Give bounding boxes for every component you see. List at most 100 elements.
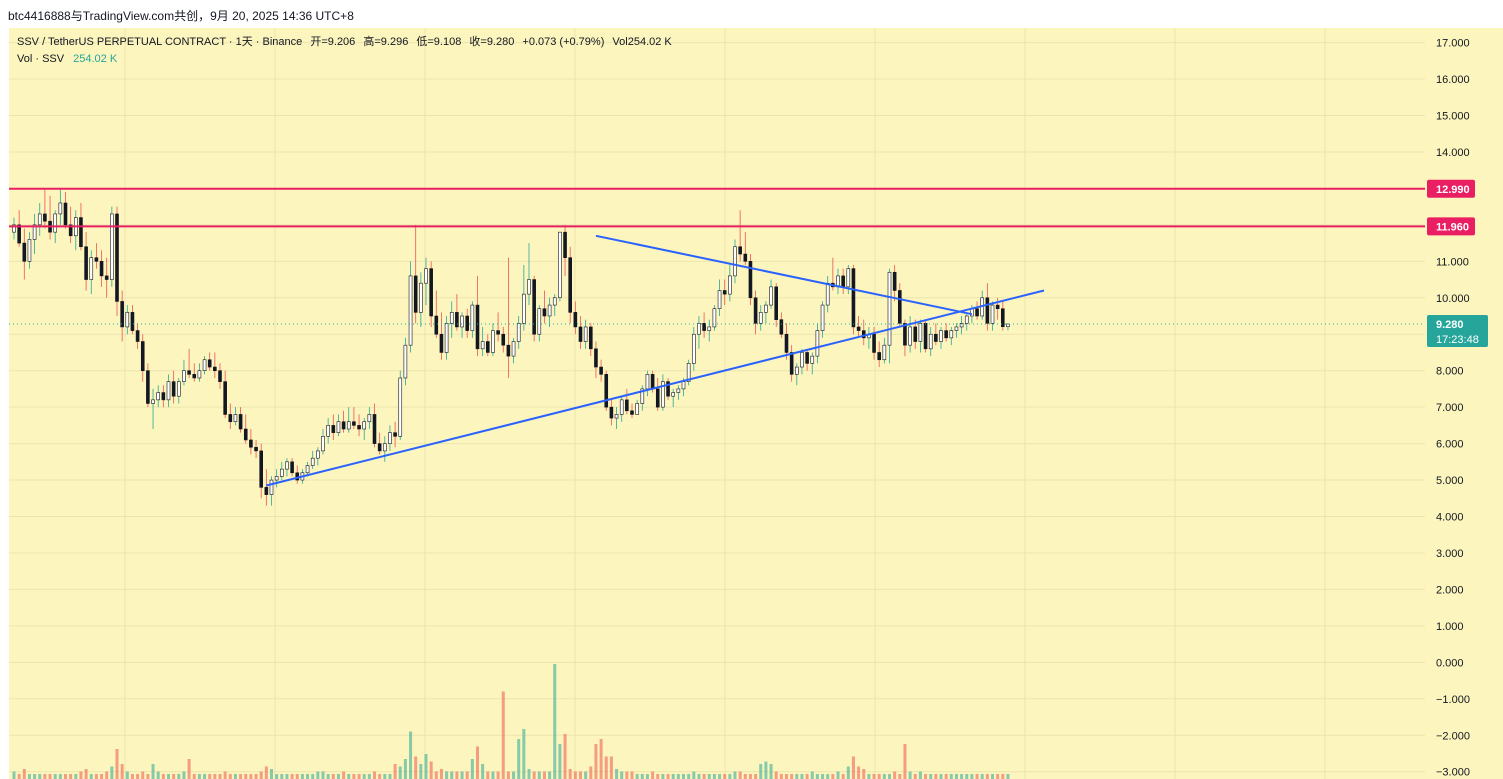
volume-bar — [249, 774, 253, 779]
candle-body — [903, 322, 907, 346]
plot-area[interactable] — [9, 28, 1425, 779]
volume-bar — [74, 774, 78, 779]
volume-bar — [445, 771, 449, 779]
volume-bar — [285, 774, 289, 779]
price-chart[interactable]: 17.00016.00015.00014.00013.00012.00011.0… — [0, 28, 1503, 779]
volume-bar — [913, 774, 917, 779]
volume-bar — [58, 774, 62, 779]
horizontal-lines[interactable] — [9, 187, 1425, 325]
candle-body — [439, 333, 444, 353]
candle-body — [892, 271, 897, 291]
volume-bar — [352, 774, 356, 779]
volume-bar — [779, 774, 783, 779]
volume-bar — [888, 774, 891, 779]
price-tick-label: −1.000 — [1436, 694, 1470, 706]
candle-body — [552, 297, 557, 306]
volume-bar — [980, 774, 984, 779]
volume-bar — [89, 774, 93, 779]
candle-body — [779, 319, 784, 335]
candle-body — [99, 261, 104, 277]
candle-body — [964, 315, 969, 324]
volume-bar — [553, 664, 557, 779]
volume-bar — [228, 774, 232, 779]
volume-bar — [929, 774, 933, 779]
volume-bar — [918, 771, 922, 779]
volume-bar — [275, 774, 279, 779]
legend-close: 收=9.280 — [469, 34, 514, 48]
candle-body — [403, 344, 408, 379]
candle-body — [753, 297, 758, 324]
volume-bar — [373, 771, 376, 779]
candle-body — [79, 217, 83, 248]
volume-bar — [476, 746, 479, 779]
candle-body — [352, 421, 356, 426]
candle-body — [733, 246, 737, 277]
volume-bar — [826, 774, 830, 779]
volume-bar — [975, 774, 979, 779]
volume-bar — [326, 774, 330, 779]
volume-bars — [12, 664, 1010, 779]
volume-bar — [512, 771, 516, 779]
candle-body — [722, 290, 727, 295]
candle-body — [918, 322, 923, 342]
volume-bar — [738, 771, 742, 779]
volume-bar — [542, 771, 546, 779]
volume-bar — [264, 766, 268, 779]
candle-body — [429, 268, 433, 317]
candle-body — [120, 301, 124, 328]
volume-bar — [280, 774, 284, 779]
candle-body — [568, 257, 573, 313]
candle-body — [419, 282, 423, 313]
candle-body — [511, 341, 516, 357]
legend: SSV / TetherUS PERPETUAL CONTRACT · 1天 ·… — [17, 34, 672, 65]
volume-bar — [949, 774, 953, 779]
candle-body — [769, 286, 773, 306]
candle-body — [671, 392, 676, 397]
candle-body — [37, 213, 42, 226]
trendlines[interactable] — [266, 234, 1045, 487]
candle-body — [362, 421, 367, 430]
volume-bar — [429, 761, 433, 779]
resistance-upper-badge-label: 12.990 — [1436, 184, 1470, 196]
current-price-badge — [1427, 315, 1488, 348]
resistance-lower-badge-label: 11.960 — [1436, 221, 1469, 233]
price-tick-label: 4.000 — [1436, 512, 1464, 524]
candle-body — [800, 352, 804, 368]
volume-bar — [94, 774, 98, 779]
volume-bar — [939, 774, 943, 779]
volume-bar — [640, 774, 644, 779]
volume-bar — [970, 774, 974, 779]
volume-bar — [692, 771, 696, 779]
volume-bar — [470, 759, 474, 779]
candle-body — [130, 312, 135, 331]
volume-bar — [517, 739, 521, 779]
candle-body — [743, 253, 748, 262]
descending-resistance-trendline[interactable] — [595, 234, 973, 316]
candle-body — [583, 326, 588, 342]
price-axis[interactable] — [1425, 28, 1503, 779]
volume-bar — [599, 739, 603, 779]
candle-body — [702, 322, 706, 331]
volume-bar — [594, 744, 598, 779]
ascending-support-trendline[interactable] — [266, 289, 1045, 487]
volume-bar — [192, 774, 196, 779]
volume-bar — [182, 771, 186, 779]
candle-body — [506, 344, 511, 357]
candle-body — [944, 330, 948, 339]
volume-bar — [785, 774, 788, 779]
price-tick-label: 2.000 — [1436, 584, 1464, 596]
candle-body — [995, 304, 1000, 310]
candle-body — [94, 257, 99, 262]
candle-body — [861, 330, 866, 339]
candle-body — [748, 261, 753, 299]
candle-body — [954, 326, 959, 331]
volume-bar — [630, 771, 634, 779]
candle-body — [192, 374, 197, 379]
candle-body — [17, 224, 21, 244]
volume-bar — [579, 771, 582, 779]
candle-body — [527, 279, 531, 295]
volume-bar — [769, 764, 773, 779]
candle-body — [604, 374, 609, 408]
candle-body — [645, 374, 650, 390]
candle-body — [254, 446, 258, 452]
